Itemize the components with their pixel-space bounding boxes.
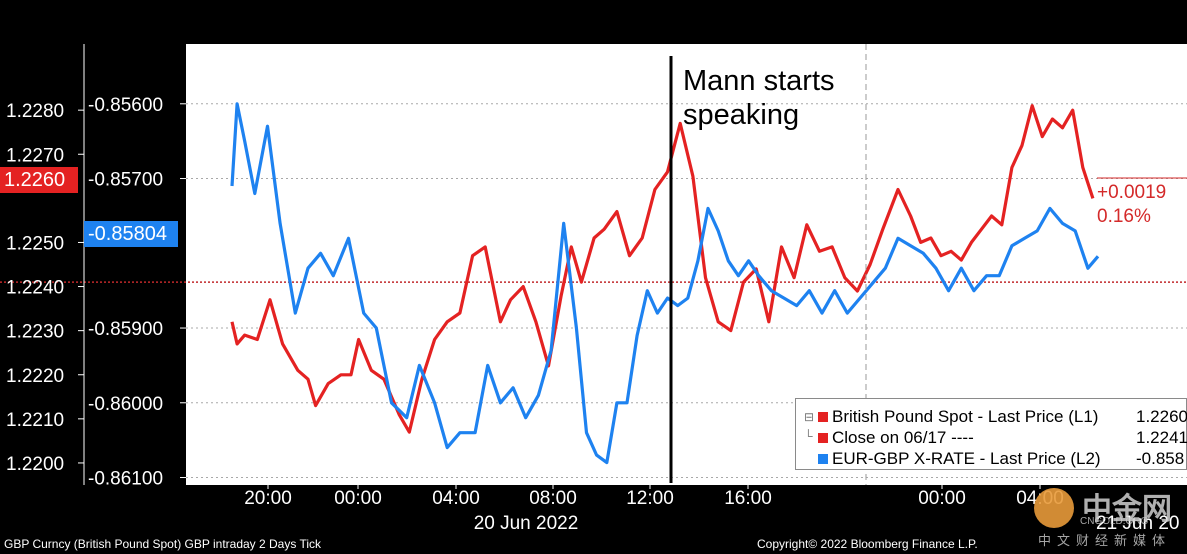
watermark-logo: 中金网 CNGOLD.ORG 中文财经新媒体: [1032, 486, 1187, 554]
y-left-tick-label: 1.2200: [6, 454, 64, 475]
x-tick-label: 20:00: [244, 488, 292, 509]
y-right-tick-label: -0.86100: [88, 469, 163, 490]
y-left-tick-label: 1.2220: [6, 366, 64, 387]
left-axis: 1.2280 1.2270 1.2250 1.2240 1.2230 1.2220 1.22…: [6, 44, 85, 485]
y-right-tick-label: -0.85700: [88, 170, 163, 191]
footer-source: GBP Curncy (British Pound Spot) GBP intr…: [4, 537, 322, 551]
x-tick-label: 08:00: [529, 488, 577, 509]
x-tick-label: 16:00: [724, 488, 772, 509]
legend-marker: [818, 433, 828, 443]
price-tag-gbpusd: 1.2260: [0, 167, 78, 193]
legend: ⊟ British Pound Spot - Last Price (L1) 1…: [795, 398, 1187, 470]
grid-lines: [0, 103, 1187, 479]
series-layer: [230, 102, 1100, 465]
change-abs: +0.0019: [1097, 182, 1167, 203]
footer-copyright: Copyright© 2022 Bloomberg Finance L.P.: [757, 537, 978, 551]
watermark-text: 中金网: [1082, 492, 1172, 527]
y-right-tick-label: -0.86000: [88, 394, 163, 415]
right-axis: -0.85600 -0.85700 -0.85900 -0.86000 -0.86100: [88, 95, 186, 490]
watermark-circle-icon: [1034, 488, 1074, 528]
x-tick-label: 00:00: [334, 488, 382, 509]
legend-value: -0.858: [1136, 449, 1185, 468]
x-date-label: 21 Jun 20: [1096, 513, 1179, 534]
x-tick-label: 00:00: [918, 488, 966, 509]
x-tick-label: 12:00: [626, 488, 674, 509]
watermark-subtext: CNGOLD.ORG: [1080, 516, 1149, 527]
series-line-gbpusd: [230, 104, 1095, 434]
y-right-tick-label: -0.85600: [88, 95, 163, 116]
legend-marker: [818, 412, 828, 422]
legend-label: EUR-GBP X-RATE - Last Price (L2): [832, 449, 1101, 468]
change-pct: 0.16%: [1097, 206, 1151, 227]
y-left-tick-label: 1.2230: [6, 322, 64, 343]
legend-value: 1.2260: [1136, 407, 1187, 426]
y-left-tick-label: 1.2240: [6, 278, 64, 299]
y-left-tick-label: 1.2270: [6, 145, 64, 166]
legend-label: Close on 06/17 ----: [832, 428, 974, 447]
y-left-tick-label: 1.2280: [6, 101, 64, 122]
x-axis: 20:0000:0004:0008:0012:0016:0000:0004:00…: [244, 485, 1179, 534]
price-tag-eurgbp: -0.85804: [84, 221, 178, 247]
legend-label: British Pound Spot - Last Price (L1): [832, 407, 1099, 426]
legend-item-close: └ Close on 06/17 ---- 1.2241: [796, 428, 1187, 448]
change-label: +0.0019 0.16%: [1097, 181, 1166, 229]
legend-item-gbpusd: ⊟ British Pound Spot - Last Price (L1) 1…: [796, 407, 1187, 427]
legend-tree-icon: └: [804, 429, 813, 443]
series-line-eurgbp: [230, 102, 1100, 465]
annotation-mann-speaking: Mann starts speaking: [683, 65, 835, 131]
y-left-tick-label: 1.2250: [6, 233, 64, 254]
legend-collapse-icon[interactable]: ⊟: [804, 410, 815, 424]
y-left-tick-label: 1.2210: [6, 410, 64, 431]
watermark-tagline: 中文财经新媒体: [1038, 534, 1172, 549]
legend-item-eurgbp: EUR-GBP X-RATE - Last Price (L2) -0.858: [796, 449, 1187, 469]
legend-value: 1.2241: [1136, 428, 1187, 447]
legend-marker: [818, 454, 828, 464]
x-date-label: 20 Jun 2022: [474, 513, 579, 534]
y-right-tick-label: -0.85900: [88, 319, 163, 340]
x-tick-label: 04:00: [432, 488, 480, 509]
chart-title: GBP/USD & EUR/GBP (inverted): [4, 2, 633, 42]
